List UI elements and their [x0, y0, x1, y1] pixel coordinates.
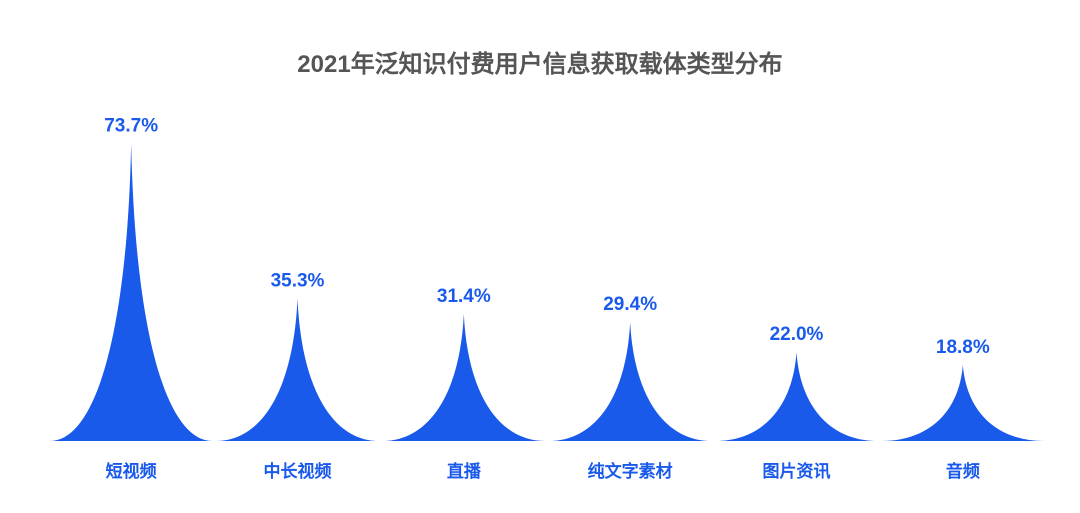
- spike-bar: [549, 322, 712, 441]
- category-label: 中长视频: [264, 461, 332, 482]
- spike-bar: [50, 143, 213, 441]
- bar-1: 35.3% 中长视频: [216, 270, 379, 482]
- bar-0: 73.7% 短视频: [50, 115, 213, 482]
- bar-3: 29.4% 纯文字素材: [549, 294, 712, 482]
- category-label: 纯文字素材: [588, 461, 673, 482]
- category-label: 直播: [447, 461, 482, 482]
- chart-title: 2021年泛知识付费用户信息获取载体类型分布: [297, 51, 783, 78]
- value-label: 31.4%: [437, 286, 491, 307]
- value-label: 22.0%: [770, 324, 824, 345]
- category-label: 图片资讯: [763, 461, 831, 482]
- bar-5: 18.8% 音频: [881, 337, 1044, 482]
- spike-bar: [382, 314, 545, 441]
- category-label: 短视频: [106, 461, 157, 482]
- value-label: 18.8%: [936, 337, 990, 358]
- value-label: 35.3%: [271, 270, 325, 291]
- category-label: 音频: [946, 461, 980, 482]
- spike-bar: [715, 352, 878, 441]
- value-label: 29.4%: [603, 294, 657, 315]
- spike-bar: [881, 365, 1044, 441]
- bar-2: 31.4% 直播: [382, 286, 545, 482]
- bar-4: 22.0% 图片资讯: [715, 324, 878, 482]
- spike-bar: [216, 298, 379, 441]
- value-label: 73.7%: [104, 115, 158, 136]
